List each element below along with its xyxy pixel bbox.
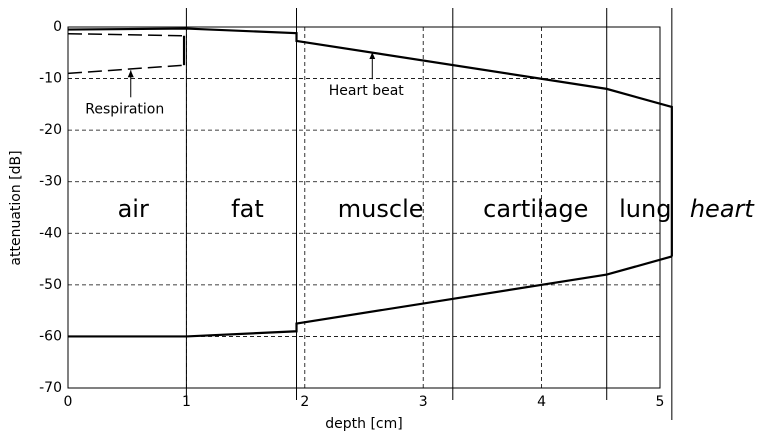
y-tick-label: -60 <box>39 328 62 344</box>
plot-frame <box>67 26 661 389</box>
y-tick-label: -40 <box>39 225 62 241</box>
x-tick-label: 5 <box>656 394 665 410</box>
x-tick-label: 4 <box>537 394 546 410</box>
x-axis-label: depth [cm] <box>325 416 402 432</box>
x-tick-label: 1 <box>182 394 191 410</box>
y-tick-label: -30 <box>39 174 62 190</box>
y-tick-label: -70 <box>39 380 62 396</box>
x-tick-label: 2 <box>300 394 309 410</box>
region-label: heart <box>690 195 756 223</box>
annotation-text: Respiration <box>85 101 164 117</box>
x-tick-label: 3 <box>419 394 428 410</box>
data-line <box>67 32 185 37</box>
data-line <box>67 27 673 257</box>
y-tick-label: -10 <box>39 71 62 87</box>
data-line <box>67 64 185 75</box>
region-label: fat <box>231 195 264 223</box>
x-tick-label: 0 <box>64 394 73 410</box>
y-tick-label: -20 <box>39 122 62 138</box>
annotation-text: Heart beat <box>329 83 404 99</box>
region-label: air <box>118 195 149 223</box>
y-tick-label: 0 <box>53 19 62 35</box>
data-line <box>68 255 673 338</box>
y-tick-label: -50 <box>39 277 62 293</box>
region-label: cartilage <box>483 195 588 223</box>
region-label: lung <box>619 195 671 223</box>
region-label: muscle <box>338 195 424 223</box>
y-axis-label: attenuation [dB] <box>8 150 24 265</box>
